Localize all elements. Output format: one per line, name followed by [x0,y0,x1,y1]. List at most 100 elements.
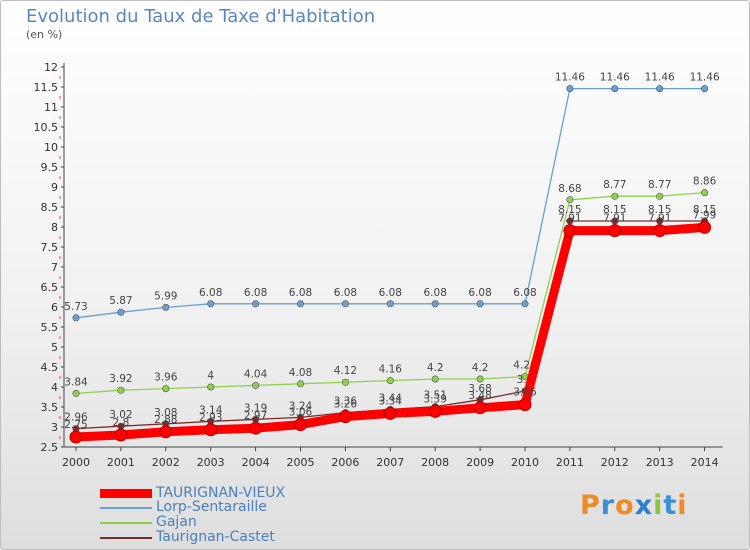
data-point [383,406,397,420]
x-tick-label: 2003 [197,456,225,469]
data-label: 6.08 [244,287,267,299]
data-label: 3.34 [379,395,403,407]
legend-label: Lorp-Sentaraille [156,499,267,515]
data-point [608,224,622,238]
data-label: 11.46 [645,72,675,84]
data-point [117,386,125,394]
data-point [338,410,352,424]
data-point [296,380,304,388]
data-point [114,428,128,442]
data-label: 3.24 [289,400,313,412]
y-tick-label: 9.5 [41,161,59,174]
data-point [162,303,170,311]
y-tick-label: 4.5 [41,361,59,374]
data-label: 3.19 [244,402,267,414]
data-point [566,196,574,204]
data-point [72,314,80,322]
data-label: 6.08 [289,287,312,299]
data-label: 6.08 [424,287,447,299]
data-point [611,192,619,200]
data-label: 3.36 [334,396,358,408]
y-tick-label: 4 [51,381,58,394]
data-point [117,308,125,316]
x-tick-label: 2006 [331,456,359,469]
data-label: 8.15 [648,204,671,216]
data-point [473,401,487,415]
proxiti-logo: Proxiti [580,490,688,521]
data-point [69,430,83,444]
data-point [204,423,218,437]
x-tick-label: 2004 [242,456,270,469]
x-tick-label: 2009 [466,456,494,469]
data-point [656,85,664,93]
data-label: 8.15 [558,204,581,216]
data-point [386,377,394,385]
data-label: 3.26 [334,399,358,411]
y-tick-label: 2.5 [41,441,59,454]
data-point [162,385,170,393]
x-tick-label: 2007 [376,456,404,469]
data-point [296,300,304,308]
data-point [431,300,439,308]
data-label: 5.87 [109,295,132,307]
legend-label: Taurignan-Castet [156,529,275,545]
data-label: 3.92 [109,373,132,385]
data-label: 11.46 [555,72,585,84]
data-label: 11.46 [600,72,630,84]
data-label: 4.2 [427,362,444,374]
data-point [521,300,529,308]
y-tick-label: 6 [51,301,58,314]
y-tick-label: 8.5 [41,201,59,214]
legend-swatch [100,489,152,498]
data-point [518,398,532,412]
data-point [431,375,439,383]
data-label: 3.84 [64,376,88,388]
data-label: 8.68 [558,183,581,195]
data-label: 2.75 [64,419,87,431]
data-label: 7.91 [603,213,626,225]
data-point [72,389,80,397]
data-label: 3.08 [154,407,177,419]
data-label: 2.97 [244,410,267,422]
x-tick-label: 2014 [691,456,719,469]
x-tick-label: 2012 [601,456,629,469]
x-tick-label: 2001 [107,456,135,469]
data-label: 5.73 [64,301,87,313]
logo-letter: P [580,490,601,521]
data-point [698,220,712,234]
data-label: 2.88 [154,414,177,426]
data-label: 3.48 [468,390,491,402]
legend-swatch [100,507,152,509]
data-point [701,85,709,93]
y-tick-label: 5.5 [41,321,59,334]
x-tick-label: 2011 [556,456,584,469]
y-tick-label: 12 [44,61,58,74]
data-point [428,404,442,418]
data-point [341,300,349,308]
data-label: 8.15 [693,204,716,216]
data-label: 4 [207,370,214,382]
data-point [701,189,709,197]
logo-letter: o [615,490,635,521]
data-point [566,85,574,93]
logo-letter: i [653,490,664,521]
data-point [252,300,260,308]
data-label: 3.14 [199,404,223,416]
data-point [207,300,215,308]
data-label: 2.96 [64,412,88,424]
data-label: 4.08 [289,367,312,379]
chart-title: Evolution du Taux de Taxe d'Habitation [26,6,376,27]
y-tick-label: 3.5 [41,401,59,414]
y-tick-label: 3 [51,421,58,434]
data-point [294,418,307,432]
data-label: 3.51 [424,390,447,402]
data-label: 3.68 [468,383,491,395]
x-tick-label: 2013 [646,456,674,469]
data-label: 4.12 [334,365,357,377]
x-tick-label: 2002 [152,456,180,469]
y-tick-label: 8 [51,221,58,234]
legend-label: Gajan [156,514,197,530]
data-label: 4.04 [244,368,268,380]
data-label: 6.08 [468,287,491,299]
